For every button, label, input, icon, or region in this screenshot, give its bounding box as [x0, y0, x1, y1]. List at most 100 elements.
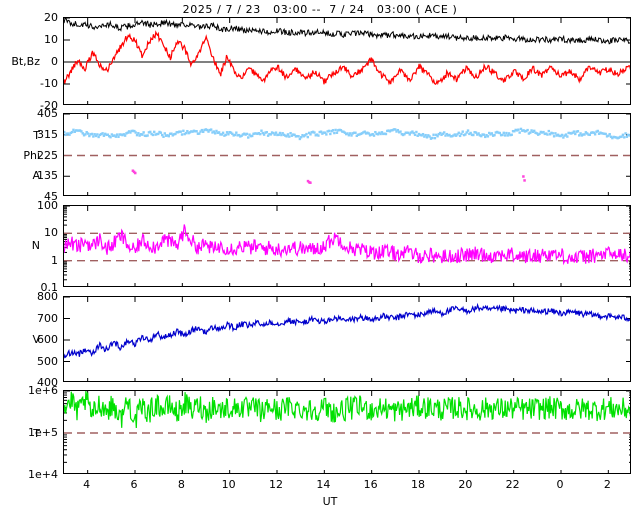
scatter-point: [262, 133, 266, 136]
scatter-point: [441, 132, 445, 135]
scatter-point: [215, 129, 218, 133]
scatter-point: [535, 132, 539, 135]
ylabel-attitude: A: [32, 169, 40, 182]
panel-bt-bz: [63, 17, 631, 105]
scatter-point: [130, 129, 133, 133]
scatter-point: [68, 133, 71, 136]
scatter-point: [387, 129, 390, 132]
scatter-point: [518, 131, 521, 134]
scatter-point: [554, 132, 557, 135]
xtick-10: 0: [556, 478, 564, 491]
scatter-point: [273, 133, 276, 136]
scatter-point: [293, 133, 296, 137]
xtick-7: 18: [411, 478, 425, 491]
scatter-point: [559, 134, 562, 138]
scatter-point: [343, 131, 347, 134]
scatter-point: [396, 128, 400, 132]
scatter-point: [480, 134, 483, 138]
scatter-point: [350, 134, 353, 137]
series-Bz: [64, 30, 630, 86]
scatter-point: [286, 133, 290, 136]
scatter-point: [184, 131, 188, 135]
panel-temperature: [63, 390, 631, 474]
scatter-point: [139, 133, 143, 136]
scatter-point: [90, 132, 94, 136]
scatter-point: [522, 175, 525, 178]
scatter-point: [163, 132, 167, 135]
scatter-point: [217, 131, 221, 134]
ytick-temperature-0: 1e+6: [28, 384, 58, 397]
scatter-point: [514, 128, 517, 132]
ytick-bt-bz-2: 0: [51, 55, 58, 68]
scatter-point: [202, 130, 205, 134]
ytick-velocity-4: 400: [37, 376, 58, 389]
panel-density: [63, 205, 631, 287]
scatter-point: [82, 134, 86, 137]
scatter-point: [552, 135, 556, 138]
scatter-point: [571, 131, 574, 135]
scatter-point: [462, 133, 466, 137]
scatter-point: [409, 131, 413, 134]
scatter-point: [400, 132, 404, 136]
scatter-point: [420, 134, 423, 137]
scatter-point: [566, 135, 569, 138]
scatter-point: [570, 132, 573, 135]
scatter-point: [282, 133, 286, 137]
xtick-1: 6: [130, 478, 138, 491]
scatter-point: [397, 131, 401, 134]
scatter-point: [243, 132, 246, 135]
scatter-point: [77, 129, 80, 132]
scatter-point: [221, 131, 225, 135]
panel-phi-theta-a: [63, 113, 631, 196]
ylabel-theta: T: [33, 129, 40, 142]
scatter-point: [625, 135, 629, 138]
scatter-point: [153, 130, 156, 134]
scatter-point: [351, 132, 355, 135]
scatter-point: [190, 130, 193, 133]
scatter-point: [427, 134, 430, 137]
scatter-point: [608, 133, 611, 136]
scatter-point: [167, 134, 170, 138]
page-title: 2025 / 7 / 23 03:00 -- 7 / 24 03:00 ( AC…: [182, 3, 458, 16]
scatter-point: [580, 134, 584, 137]
scatter-point: [100, 132, 103, 136]
scatter-point: [356, 133, 360, 137]
scatter-point: [338, 128, 341, 132]
scatter-point: [578, 134, 581, 137]
scatter-point: [482, 133, 486, 136]
scatter-point: [195, 130, 198, 133]
ytick-phi-theta-a-3: 135: [37, 169, 58, 183]
scatter-point: [225, 131, 229, 134]
scatter-point: [505, 131, 508, 135]
scatter-point: [405, 131, 409, 134]
scatter-point: [208, 128, 212, 132]
ylabel-phi: Phi: [23, 149, 40, 162]
scatter-point: [108, 134, 111, 138]
scatter-point: [117, 135, 120, 139]
scatter-point: [309, 181, 312, 184]
scatter-point: [151, 133, 155, 137]
scatter-point: [582, 133, 585, 136]
scatter-point: [294, 135, 298, 138]
series-T: [64, 391, 630, 429]
scatter-point: [390, 129, 393, 132]
scatter-point: [457, 131, 460, 134]
scatter-point: [231, 132, 234, 136]
scatter-point: [111, 134, 115, 138]
scatter-point: [495, 130, 499, 134]
scatter-point: [603, 132, 606, 135]
scatter-point: [464, 133, 467, 136]
scatter-point: [526, 128, 529, 132]
scatter-point: [126, 131, 129, 134]
scatter-point: [292, 133, 295, 136]
scatter-point: [589, 131, 593, 135]
scatter-point: [178, 130, 181, 133]
scatter-point: [143, 134, 147, 137]
scatter-point: [240, 134, 243, 137]
scatter-point: [224, 133, 227, 137]
scatter-point: [371, 132, 374, 136]
scatter-point: [611, 136, 614, 140]
scatter-point: [142, 131, 145, 134]
scatter-point: [205, 128, 209, 132]
scatter-point: [272, 131, 275, 135]
